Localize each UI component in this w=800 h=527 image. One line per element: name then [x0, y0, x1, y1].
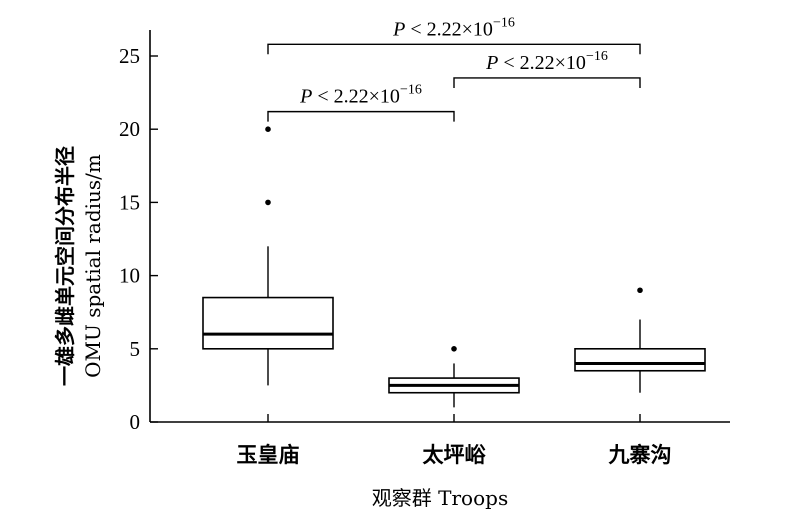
y-tick-label: 0 — [130, 410, 141, 434]
comparison-bracket — [267, 43, 641, 55]
y-axis-title-cn: 一雄多雌单元空间分布半径 — [53, 146, 77, 386]
box-group — [388, 346, 520, 408]
box-series — [202, 126, 706, 408]
x-category-label: 玉皇庙 — [237, 443, 300, 467]
comparison-bracket — [267, 110, 455, 122]
comparison-bracket — [453, 77, 641, 88]
x-category-labels: 玉皇庙 太坪峪 九寨沟 — [237, 443, 672, 467]
iqr-box — [574, 347, 706, 372]
p-symbol: P — [485, 52, 498, 74]
p-text: < 2.22×10 — [405, 18, 493, 40]
x-axis-title: 观察群 Troops — [372, 486, 508, 510]
y-axis-title-en: OMU spatial radius/m — [81, 154, 105, 378]
y-tick-label: 25 — [119, 44, 140, 68]
p-exponent: −16 — [493, 15, 515, 30]
box-group — [202, 126, 334, 386]
p-text: < 2.22×10 — [498, 52, 586, 74]
iqr-box — [202, 296, 334, 350]
p-value-label: P < 2.22×10−16 — [392, 15, 515, 40]
significance-brackets: P < 2.22×10−16P < 2.22×10−16P < 2.22×10−… — [267, 15, 641, 122]
x-category-label: 九寨沟 — [608, 443, 672, 467]
p-text: < 2.22×10 — [312, 86, 400, 108]
y-ticks: 0 5 10 15 20 25 — [119, 44, 641, 434]
outlier-point — [265, 126, 271, 132]
box-group — [574, 287, 706, 393]
y-tick-label: 20 — [119, 117, 140, 141]
p-value-label: P < 2.22×10−16 — [299, 83, 422, 108]
p-symbol: P — [392, 18, 405, 40]
axes — [149, 30, 730, 423]
p-exponent: −16 — [586, 49, 608, 64]
outlier-point — [265, 199, 271, 206]
p-symbol: P — [299, 86, 312, 108]
y-tick-label: 10 — [119, 264, 140, 288]
outlier-point — [451, 346, 457, 352]
y-tick-label: 15 — [119, 190, 140, 214]
outlier-point — [637, 287, 643, 294]
p-value-label: P < 2.22×10−16 — [485, 49, 608, 74]
p-exponent: −16 — [400, 83, 422, 98]
x-category-label: 太坪峪 — [423, 443, 487, 467]
y-tick-label: 5 — [130, 337, 141, 361]
